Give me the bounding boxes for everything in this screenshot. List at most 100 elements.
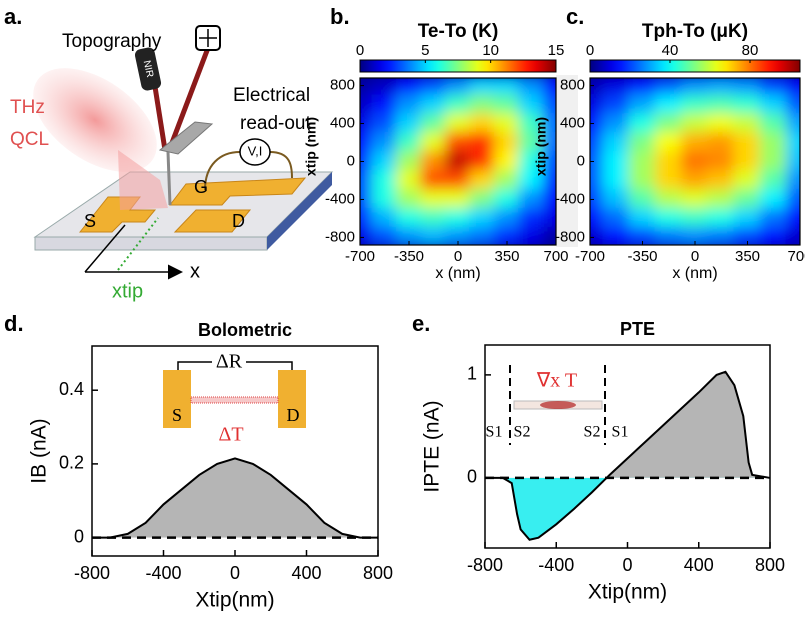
heatmap-cell (590, 113, 605, 135)
x-tick-label: 400 (684, 555, 714, 575)
colorbar-tick-label: 10 (482, 42, 499, 59)
heatmap-cell (628, 226, 657, 245)
heatmap-cell (590, 151, 605, 172)
probe-label: NIR (141, 59, 155, 78)
x-tick-label: -800 (74, 563, 110, 583)
x-tick-label: -400 (145, 563, 181, 583)
heatmap-cell (360, 132, 374, 154)
panel-label: d. (4, 311, 24, 336)
heatmap-cell (733, 188, 762, 210)
wire (269, 151, 293, 179)
heatmap-cell (628, 169, 657, 191)
heatmap-cells (590, 78, 800, 245)
heatmap-cell (518, 226, 545, 245)
heatmap-cell (785, 132, 800, 154)
heatmap-cell (680, 226, 710, 245)
y-tick-label: 400 (330, 115, 355, 132)
heatmap-cell (360, 188, 374, 210)
heatmap-cell (371, 169, 398, 191)
y-axis-label: xtip (nm) (303, 117, 319, 176)
heatmap-cell (395, 169, 423, 191)
heatmap-cell (628, 151, 657, 172)
heatmap-cell (360, 226, 374, 245)
colorbar-tick-label: 15 (548, 42, 565, 59)
annotation: S2 (514, 424, 531, 441)
heatmap-cell (444, 94, 472, 116)
heatmap-cell (785, 113, 800, 135)
heatmap-cell (469, 78, 496, 97)
heatmap-cell (371, 113, 398, 135)
meter-label: V,I (248, 143, 263, 158)
heatmap-cell (654, 169, 683, 191)
readout-label: read-out (240, 113, 311, 134)
heatmap-cell (590, 226, 605, 245)
heatmap-cell (371, 78, 398, 97)
y-tick-label: 0 (577, 152, 585, 169)
heatmap-cell (707, 78, 736, 97)
heatmap-cell (542, 226, 556, 245)
chart-title: Tph-To (μK) (642, 21, 748, 42)
heatmap-cell (420, 207, 447, 229)
heatmap-cell (602, 226, 631, 245)
x-tick-label: 800 (755, 555, 785, 575)
y-axis-label: IPTE (nA) (421, 400, 444, 492)
heatmap-cell (469, 188, 496, 210)
data-line (92, 457, 378, 539)
x-tick-label: -800 (467, 555, 503, 575)
heatmap-cell (759, 226, 788, 245)
y-tick-label: 0 (467, 467, 477, 487)
inset: ∇x T S1 S2 S2 S1 (486, 365, 628, 445)
heatmap-cell (759, 132, 788, 154)
annotation: D (287, 405, 300, 425)
inset-hotspot (540, 401, 576, 409)
tip-scan-line (117, 217, 159, 271)
heatmap-cell (707, 94, 736, 116)
colorbar-tick-label: 40 (662, 42, 679, 59)
heatmap-cell (707, 188, 736, 210)
readout-label: Electrical (233, 85, 310, 106)
heatmap-cell (602, 207, 631, 229)
heatmap-cell (420, 113, 447, 135)
heatmap-cell (360, 78, 374, 97)
heatmap-cell (444, 151, 472, 172)
heatmap-cell (680, 188, 710, 210)
y-tick-label: -800 (555, 228, 585, 245)
heatmap-cell (395, 188, 423, 210)
x-tick-label: 400 (291, 563, 321, 583)
heatmap-cell (444, 226, 472, 245)
data-line (485, 370, 771, 541)
heatmap-cell (469, 151, 496, 172)
colorbar (589, 59, 801, 73)
heatmap-cell (590, 132, 605, 154)
heatmap-cell (371, 151, 398, 172)
heatmap-cell (759, 151, 788, 172)
heatmap-cell (542, 78, 556, 97)
nir-probe (134, 47, 162, 91)
heatmap-cell (680, 169, 710, 191)
heatmap (360, 78, 556, 245)
inset-pad (278, 370, 306, 428)
heatmap-cell (493, 188, 521, 210)
heatmap-cell (518, 113, 545, 135)
heatmap-cell (590, 188, 605, 210)
colorbar-tick-label: 0 (586, 42, 594, 59)
electrode-s (78, 196, 157, 233)
heatmap-cell (469, 226, 496, 245)
heatmap-cell (518, 78, 545, 97)
heatmap-cell (707, 226, 736, 245)
heatmap-cell (444, 188, 472, 210)
heatmap-cell (602, 78, 631, 97)
area-fill (92, 458, 378, 538)
panel-label: a. (4, 4, 22, 29)
heatmap-cell (444, 132, 472, 154)
heatmap-cell (444, 169, 472, 191)
heatmap-cell (444, 113, 472, 135)
heatmap-cell (542, 207, 556, 229)
heatmap-cell (654, 188, 683, 210)
heatmap-cell (444, 207, 472, 229)
heatmap-cell (680, 78, 710, 97)
separator (556, 75, 578, 247)
heatmap-cell (420, 78, 447, 97)
heatmap-cell (654, 94, 683, 116)
